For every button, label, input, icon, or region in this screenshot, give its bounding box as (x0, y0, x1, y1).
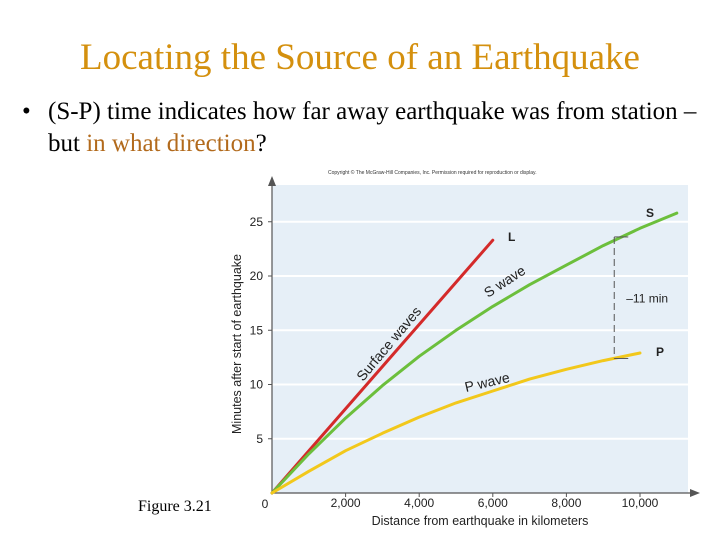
series-key-s: S (646, 206, 654, 220)
series-key-p: P (656, 345, 664, 359)
bullet-text-main: (S-P) time indicates how far away earthq… (48, 98, 697, 157)
y-axis-arrow (268, 176, 276, 186)
plot-background (272, 185, 688, 493)
y-tick-label-10: 10 (250, 378, 264, 392)
y-tick-label-20: 20 (250, 269, 264, 283)
axis-ticks: 5 10 15 20 25 0 2,000 4,000 6,000 8,000 10,000 (250, 215, 659, 511)
bullet-text: (S-P) time indicates how far away earthq… (48, 96, 708, 160)
x-axis-label: Distance from earthquake in kilometers (372, 514, 589, 528)
bullet-text-end: ? (255, 130, 267, 157)
x-tick-label-10000: 10,000 (622, 496, 659, 510)
time-difference-label: –11 min (626, 292, 668, 306)
x-tick-label-6000: 6,000 (478, 496, 508, 510)
gridlines (272, 220, 688, 440)
series-line-s (270, 211, 679, 495)
y-axis-label: Minutes after start of earthquake (230, 254, 244, 434)
x-tick-label-0: 0 (262, 497, 269, 511)
y-tick-label-15: 15 (250, 323, 264, 337)
x-tick-label-4000: 4,000 (404, 496, 434, 510)
x-axis-arrow (690, 489, 700, 497)
series-lines (270, 211, 679, 495)
page-title: Locating the Source of an Earthquake (80, 37, 640, 78)
bullet-text-accent: in what direction (86, 130, 256, 157)
series-line-l (270, 238, 495, 495)
y-tick-label-5: 5 (256, 432, 263, 446)
bullet-marker: • (22, 98, 31, 125)
x-tick-label-8000: 8,000 (551, 496, 581, 510)
x-tick-label-2000: 2,000 (331, 496, 361, 510)
copyright-notice: Copyright © The McGraw-Hill Companies, I… (328, 169, 537, 176)
series-line-p (270, 351, 642, 495)
series-key-l: L (508, 230, 515, 244)
figure-caption: Figure 3.21 (138, 498, 212, 515)
y-tick-label-25: 25 (250, 215, 264, 229)
